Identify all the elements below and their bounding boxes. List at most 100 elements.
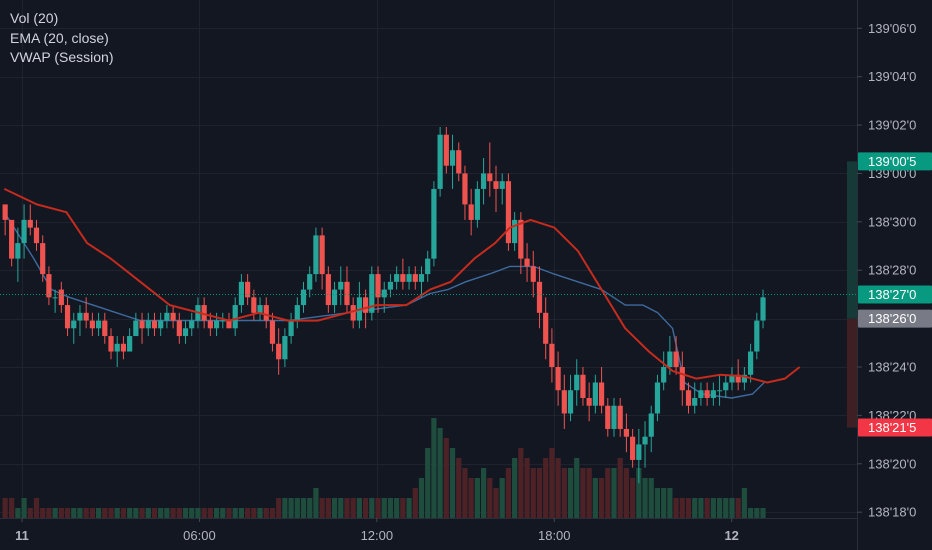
candle-body	[505, 181, 512, 244]
volume-bar	[586, 468, 592, 518]
volume-bar	[375, 498, 381, 518]
candle-body	[182, 328, 189, 337]
volume-bar	[46, 508, 52, 518]
volume-bar	[232, 508, 238, 518]
volume-bar	[710, 498, 716, 518]
candle-body	[555, 367, 561, 391]
volume-bar	[611, 468, 617, 518]
ema-line	[3, 187, 801, 384]
candle-body	[741, 374, 747, 383]
candle-body	[9, 219, 15, 259]
candle-body	[213, 320, 220, 329]
candle-body	[263, 305, 269, 321]
candle-body	[735, 374, 741, 383]
price-badge-label: 138'27'0	[868, 287, 916, 302]
volume-bar	[487, 478, 493, 518]
volume-bar	[692, 498, 698, 518]
candle-body	[592, 382, 598, 406]
candle-body	[232, 305, 238, 329]
candle-body	[400, 274, 406, 282]
candle-body	[462, 173, 468, 205]
candle-body	[170, 312, 176, 321]
candle-body	[698, 390, 704, 398]
volume-bar	[207, 508, 213, 518]
candle-body	[654, 382, 661, 414]
candle-body	[648, 413, 654, 437]
volume-bar	[338, 498, 344, 518]
volume-bar	[387, 498, 394, 518]
candle-body	[623, 428, 630, 437]
candle-body	[512, 219, 518, 244]
candle-body	[257, 305, 263, 313]
time-tick-label: 12	[724, 528, 738, 543]
candle-body	[729, 374, 735, 383]
volume-bar	[555, 458, 561, 518]
candle-body	[21, 219, 27, 244]
candle-body	[412, 274, 418, 282]
time-axis[interactable]: 11 06:00 12:00 18:00 12	[0, 518, 857, 550]
time-tick-label: 06:00	[183, 528, 216, 543]
volume-bar	[213, 508, 220, 518]
candle-body	[431, 188, 437, 259]
price-tick-label: 139'02'0	[868, 118, 916, 133]
volume-bar	[52, 508, 58, 518]
candle-body	[325, 274, 331, 306]
vwap-path	[3, 211, 765, 399]
volume-bar	[679, 498, 685, 518]
candle-body	[158, 320, 164, 329]
volume-bar	[437, 428, 443, 518]
candle-body	[245, 281, 251, 298]
volume-bar	[319, 498, 325, 518]
price-badge-label: 138'26'0	[868, 311, 916, 326]
candle-body	[673, 351, 679, 368]
volume-bar	[598, 478, 605, 518]
volume-bar	[331, 498, 338, 518]
volume-bar	[536, 468, 543, 518]
price-tick-label: 139'06'0	[868, 21, 916, 36]
candle-body	[530, 266, 536, 282]
volume-bar	[754, 508, 760, 518]
volume-bar	[83, 508, 89, 518]
price-tick-label: 138'24'0	[868, 360, 916, 375]
candle-body	[437, 134, 443, 189]
candle-body	[350, 305, 356, 321]
volume-bar	[89, 508, 95, 518]
volume-bar	[456, 458, 462, 518]
candle-body	[363, 297, 369, 313]
candle-body	[549, 343, 555, 368]
volume-bar	[282, 498, 288, 518]
volume-bar	[139, 508, 145, 518]
candle-body	[114, 343, 120, 352]
candle-body	[586, 397, 592, 406]
candle-body	[294, 305, 300, 321]
candle-body	[226, 320, 232, 329]
candle-body	[381, 289, 387, 298]
candle-body	[282, 336, 288, 360]
legend-volume[interactable]: Vol (20)	[10, 10, 59, 26]
candle-body	[52, 297, 58, 299]
volume-bar	[567, 468, 574, 518]
legend-vwap[interactable]: VWAP (Session)	[10, 49, 114, 65]
candle-body	[207, 320, 213, 329]
time-tick-label: 18:00	[538, 528, 571, 543]
candle-body	[567, 390, 574, 414]
volume-bar	[512, 458, 518, 518]
legend-ema[interactable]: EMA (20, close)	[10, 29, 109, 46]
volume-bar	[716, 498, 723, 518]
volume-bar	[449, 448, 456, 518]
candle-body	[46, 274, 52, 298]
candle-body	[369, 274, 375, 313]
price-axis[interactable]: 139'06'0139'04'0139'02'0139'00'0138'30'0…	[857, 0, 932, 550]
volume-bar	[325, 498, 331, 518]
volume-bar	[630, 478, 636, 518]
volume-bar	[729, 498, 735, 518]
price-axis-bg	[857, 0, 932, 550]
candle-body	[15, 243, 21, 259]
candle-body	[487, 173, 493, 182]
candle-body	[605, 405, 611, 429]
candle-body	[375, 274, 381, 298]
candle-body	[145, 320, 151, 329]
candle-body	[120, 343, 127, 352]
volume-bar	[114, 508, 120, 518]
